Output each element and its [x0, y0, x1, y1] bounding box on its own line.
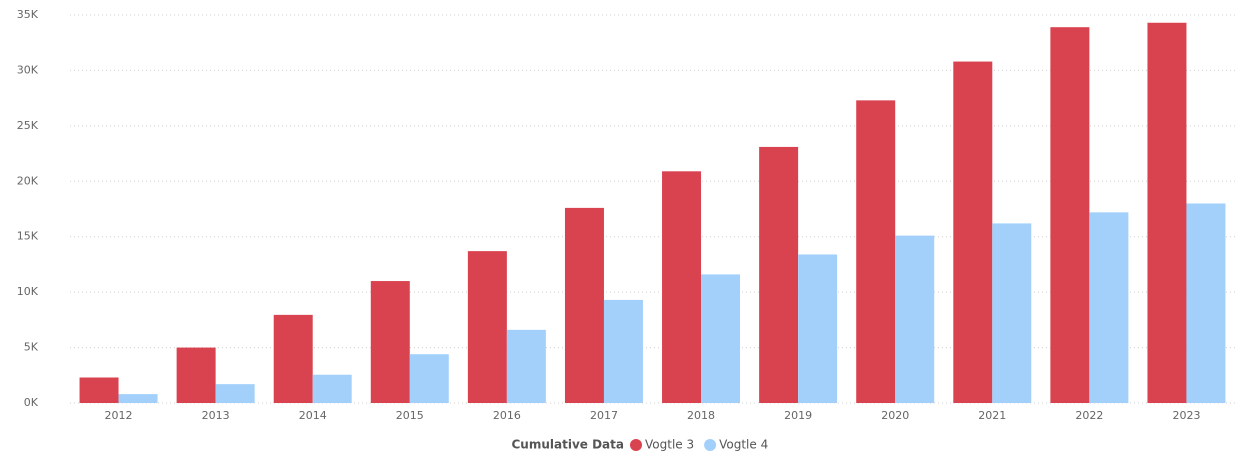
- bar: [176, 347, 216, 403]
- bar: [701, 274, 741, 403]
- bar: [79, 377, 119, 403]
- bar: [1147, 22, 1187, 403]
- y-tick-label: 20K: [17, 174, 39, 187]
- x-tick-label: 2015: [396, 409, 424, 422]
- y-tick-label: 5K: [24, 341, 39, 354]
- y-tick-label: 10K: [17, 285, 39, 298]
- x-tick-label: 2017: [590, 409, 618, 422]
- x-tick-label: 2013: [202, 409, 230, 422]
- bar: [1186, 203, 1226, 403]
- legend-label: Vogtle 3: [645, 438, 694, 452]
- x-tick-label: 2019: [784, 409, 812, 422]
- bar: [798, 254, 838, 403]
- x-tick-label: 2023: [1172, 409, 1200, 422]
- legend-title: Cumulative Data: [512, 438, 625, 452]
- y-tick-label: 0K: [24, 396, 39, 409]
- bar: [1089, 212, 1129, 403]
- bar: [215, 384, 255, 403]
- bar: [118, 394, 158, 403]
- bar: [759, 146, 799, 404]
- bar: [992, 223, 1032, 403]
- bar: [895, 235, 935, 403]
- y-tick-label: 15K: [17, 230, 39, 243]
- bar: [273, 314, 313, 403]
- bar: [564, 207, 604, 403]
- bar: [953, 61, 993, 404]
- x-tick-label: 2014: [299, 409, 327, 422]
- x-tick-label: 2012: [105, 409, 133, 422]
- x-tick-label: 2021: [978, 409, 1006, 422]
- bar: [370, 281, 410, 403]
- legend-marker: [704, 439, 717, 451]
- y-tick-label: 30K: [17, 63, 39, 76]
- x-tick-label: 2022: [1075, 409, 1103, 422]
- y-tick-label: 25K: [17, 119, 39, 132]
- bar: [312, 374, 352, 403]
- legend-marker: [630, 439, 642, 451]
- bar: [856, 100, 896, 404]
- y-tick-label: 35K: [17, 8, 39, 21]
- bar: [506, 329, 546, 403]
- x-tick-label: 2016: [493, 409, 521, 422]
- bar: [467, 251, 507, 403]
- legend-label: Vogtle 4: [719, 438, 768, 452]
- bar: [409, 354, 449, 403]
- bar: [1050, 27, 1090, 404]
- bar: [662, 171, 702, 403]
- x-tick-label: 2018: [687, 409, 715, 422]
- x-tick-label: 2020: [881, 409, 909, 422]
- bar: [603, 299, 643, 403]
